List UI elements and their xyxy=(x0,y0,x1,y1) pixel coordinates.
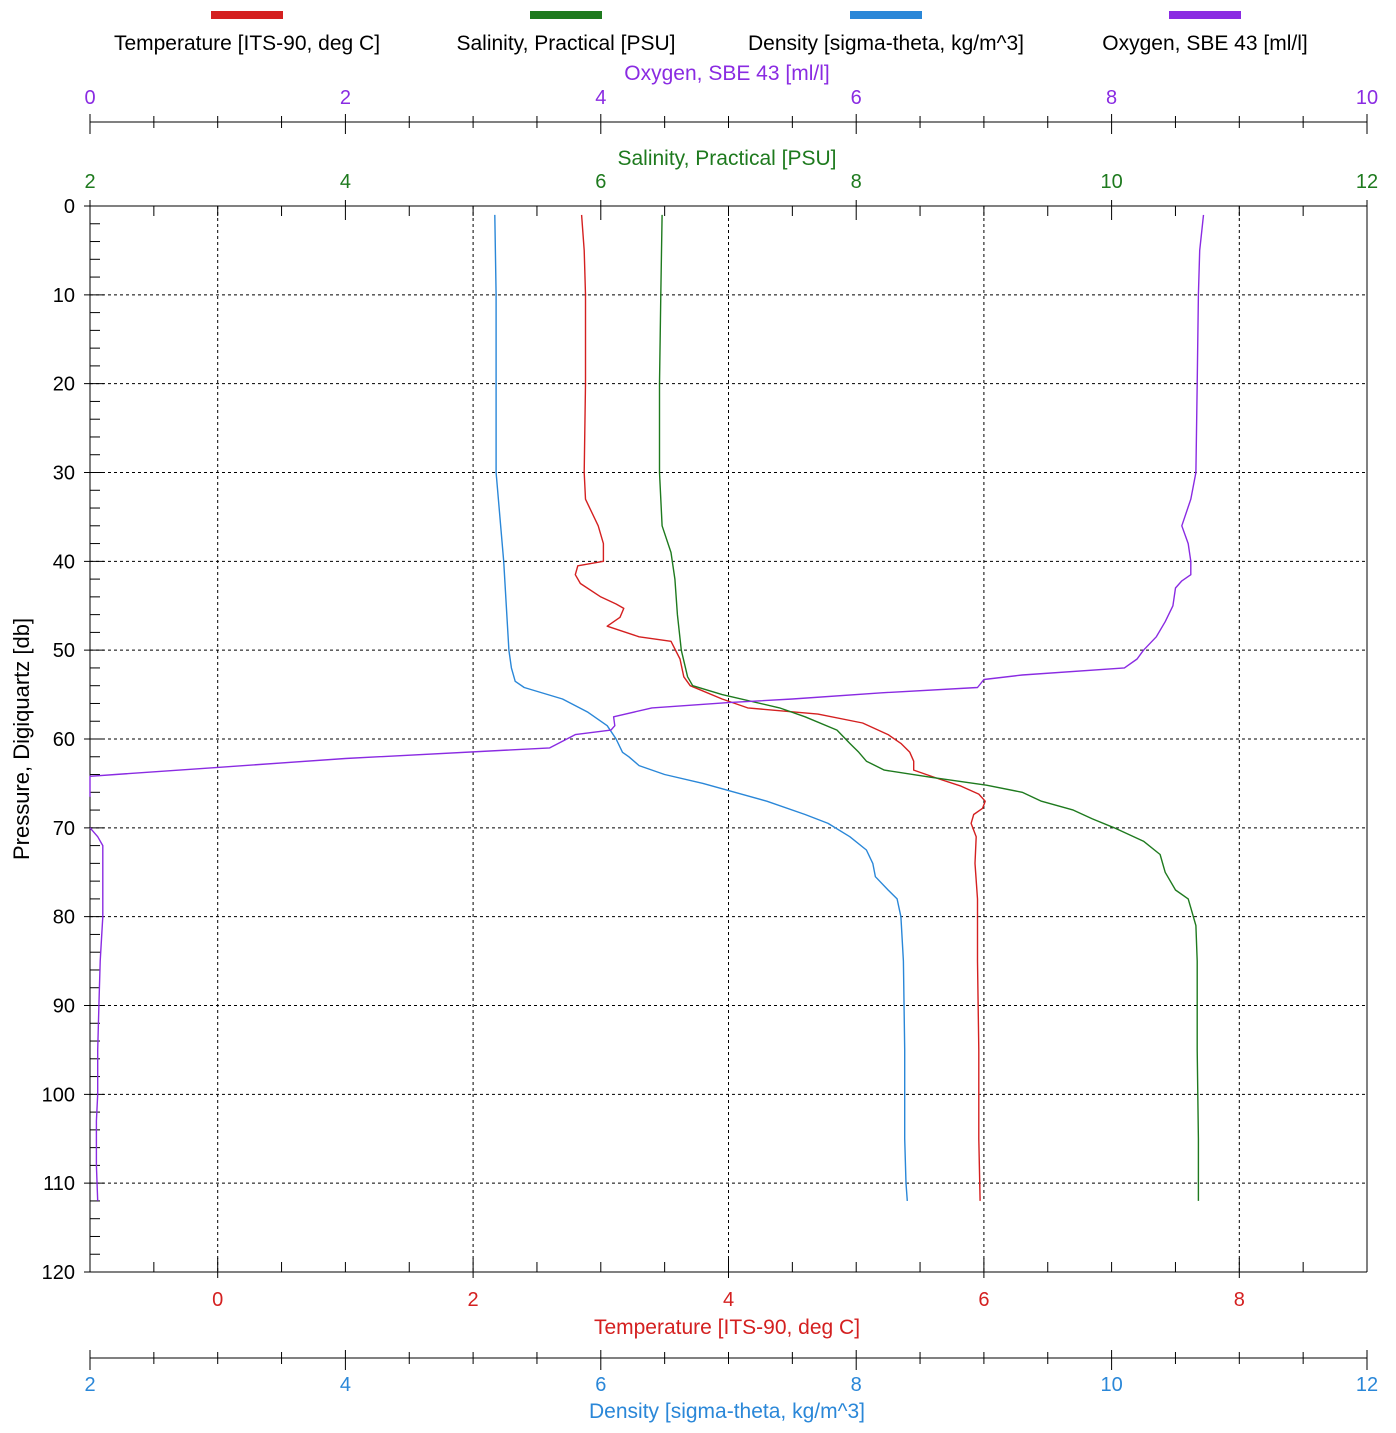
pressure-tick-label: 120 xyxy=(42,1262,75,1284)
pressure-tick-label: 80 xyxy=(53,907,75,929)
pressure-tick-label: 20 xyxy=(53,374,75,396)
temperature-tick-label: 4 xyxy=(723,1289,734,1311)
grid xyxy=(90,206,1367,1272)
legend-label: Oxygen, SBE 43 [ml/l] xyxy=(1102,32,1307,55)
legend: Temperature [ITS-90, deg C] Salinity, Pra… xyxy=(114,11,1308,55)
salinity-tick-label: 2 xyxy=(84,171,95,193)
density-axis-title: Density [sigma-theta, kg/m^3] xyxy=(589,1400,865,1423)
oxygen-tick-label: 8 xyxy=(1106,87,1117,109)
pressure-tick-label: 110 xyxy=(43,1173,75,1195)
legend-label: Temperature [ITS-90, deg C] xyxy=(114,32,380,55)
pressure-tick-label: 70 xyxy=(53,818,75,840)
temperature-tick-label: 2 xyxy=(468,1289,479,1311)
salinity-series-line xyxy=(658,214,1200,1201)
oxygen-tick-label: 10 xyxy=(1356,87,1378,109)
legend-swatch xyxy=(1169,11,1241,19)
legend-swatch xyxy=(211,11,283,19)
salinity-tick-label: 6 xyxy=(595,171,606,193)
salinity-tick-label: 4 xyxy=(340,171,351,193)
salinity-tick-label: 12 xyxy=(1356,171,1378,193)
oxygen-axis: 0 2 4 6 8 10 Oxygen, SBE 43 [ml/l] xyxy=(84,62,1378,134)
pressure-tick-label: 0 xyxy=(64,196,75,218)
pressure-tick-label: 10 xyxy=(53,285,75,307)
density-series-line xyxy=(494,214,908,1201)
legend-label: Salinity, Practical [PSU] xyxy=(456,32,675,55)
temperature-axis-title: Temperature [ITS-90, deg C] xyxy=(594,1316,860,1339)
oxygen-series-line xyxy=(89,214,1205,797)
oxygen-tick-label: 0 xyxy=(84,87,95,109)
salinity-tick-label: 8 xyxy=(851,171,862,193)
temperature-axis: 0 2 4 6 8 Temperature [ITS-90, deg C] xyxy=(89,1258,1368,1339)
oxygen-tick-label: 2 xyxy=(340,87,351,109)
oxygen-tick-label: 4 xyxy=(595,87,606,109)
temperature-tick-label: 8 xyxy=(1234,1289,1245,1311)
legend-label: Density [sigma-theta, kg/m^3] xyxy=(748,32,1024,55)
pressure-tick-label: 50 xyxy=(53,640,75,662)
temperature-tick-label: 6 xyxy=(978,1289,989,1311)
oxygen-series-line xyxy=(89,827,104,1201)
salinity-axis: 2 4 6 8 10 12 Salinity, Practical [PSU] xyxy=(84,147,1378,220)
oxygen-tick-label: 6 xyxy=(851,87,862,109)
density-tick-label: 2 xyxy=(84,1374,95,1396)
oxygen-axis-title: Oxygen, SBE 43 [ml/l] xyxy=(624,62,829,85)
pressure-tick-label: 40 xyxy=(53,551,75,573)
density-axis: 2 4 6 8 10 12 Density [sigma-theta, kg/m^3] xyxy=(84,1350,1378,1423)
pressure-tick-label: 30 xyxy=(53,463,75,485)
temperature-tick-label: 0 xyxy=(212,1289,223,1311)
temperature-series-line xyxy=(574,214,986,1201)
legend-swatch xyxy=(530,11,602,19)
salinity-axis-title: Salinity, Practical [PSU] xyxy=(617,147,836,170)
series xyxy=(89,214,1205,1201)
pressure-axis: 0 10 20 30 40 50 60 70 80 90 100 110 120 Pressure, Di… xyxy=(9,196,104,1284)
density-tick-label: 12 xyxy=(1356,1374,1378,1396)
salinity-tick-label: 10 xyxy=(1100,171,1122,193)
pressure-tick-label: 90 xyxy=(53,996,75,1018)
density-tick-label: 4 xyxy=(340,1374,351,1396)
pressure-tick-label: 100 xyxy=(42,1084,75,1106)
pressure-axis-title: Pressure, Digiquartz [db] xyxy=(9,618,34,860)
legend-swatch xyxy=(850,11,922,19)
density-tick-label: 6 xyxy=(595,1374,606,1396)
density-tick-label: 8 xyxy=(851,1374,862,1396)
pressure-tick-label: 60 xyxy=(53,729,75,751)
density-tick-label: 10 xyxy=(1100,1374,1122,1396)
